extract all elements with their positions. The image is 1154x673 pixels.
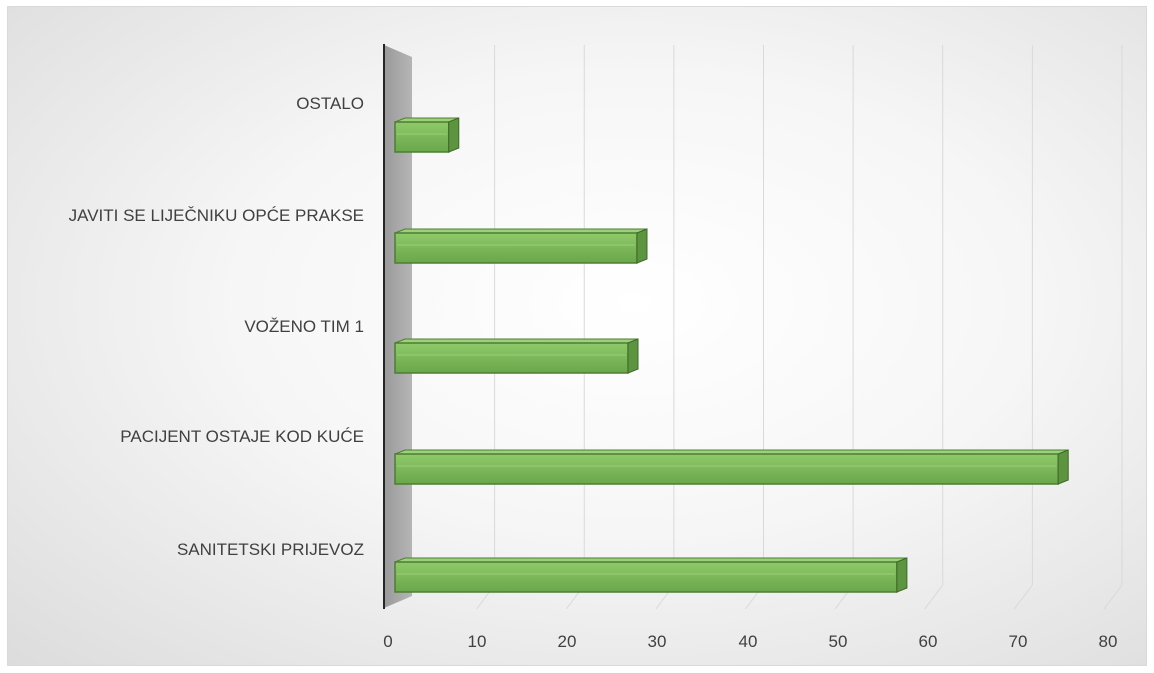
x-tick-label: 60 — [919, 632, 938, 651]
x-tick-label: 20 — [558, 632, 577, 651]
x-tick-label: 70 — [1009, 632, 1028, 651]
bar-front-face — [394, 232, 638, 264]
x-tick-label: 80 — [1099, 632, 1118, 651]
bar — [394, 228, 648, 264]
category-label: OSTALO — [296, 94, 364, 113]
bar-side-face — [896, 557, 908, 593]
bar-front-face — [394, 561, 898, 593]
bar-side-face — [627, 338, 639, 374]
x-tick-label: 50 — [829, 632, 848, 651]
bar — [394, 557, 908, 593]
x-tick-label: 0 — [383, 632, 392, 651]
bar-front-face — [394, 342, 629, 374]
x-tick-label: 30 — [648, 632, 667, 651]
x-tick-label: 10 — [468, 632, 487, 651]
category-labels: OSTALO JAVITI SE LIJEČNIKU OPĆE PRAKSE VOŽ… — [69, 94, 364, 559]
bar — [394, 449, 1069, 485]
floor-gridline — [924, 584, 944, 610]
bar-side-face — [1057, 449, 1069, 485]
chart-frame — [7, 6, 1147, 666]
bar-side-face — [636, 228, 648, 264]
bar-front-face — [394, 453, 1059, 485]
x-tick-label: 40 — [739, 632, 758, 651]
bar-front-face — [394, 121, 450, 153]
category-label: VOŽENO TIM 1 — [244, 317, 364, 336]
floor-gridline — [1103, 584, 1123, 610]
category-label: JAVITI SE LIJEČNIKU OPĆE PRAKSE — [69, 206, 364, 225]
category-label: PACIJENT OSTAJE KOD KUĆE — [120, 427, 364, 446]
bar-side-face — [448, 117, 460, 153]
bar — [394, 117, 460, 153]
bars — [394, 117, 1069, 593]
gridlines — [476, 45, 1123, 610]
bar — [394, 338, 639, 374]
floor-gridline — [1013, 584, 1033, 610]
category-label: SANITETSKI PRIJEVOZ — [177, 540, 364, 559]
tick-labels: 0 10 20 30 40 50 60 70 80 — [383, 632, 1117, 651]
